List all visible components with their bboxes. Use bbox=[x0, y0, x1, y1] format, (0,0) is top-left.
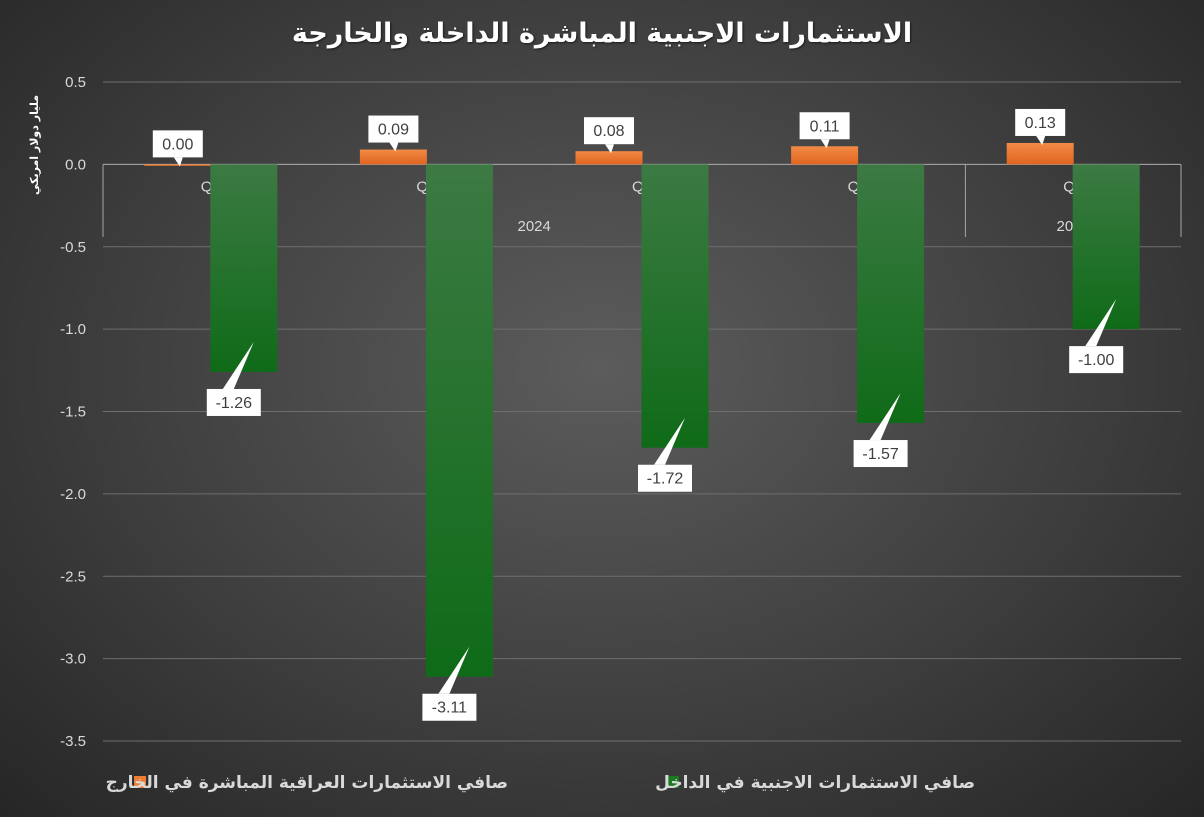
legend: صافي الاستثمارات العراقية المباشرة في ال… bbox=[106, 773, 975, 793]
data-label-box bbox=[799, 112, 850, 140]
data-label-box bbox=[584, 117, 634, 145]
data-label-pointer bbox=[222, 341, 254, 389]
legend-swatch bbox=[134, 776, 146, 788]
data-label: -3.11 bbox=[432, 700, 467, 717]
y-tick-label: -1.0 bbox=[60, 321, 86, 338]
y-tick-label: -0.5 bbox=[60, 239, 86, 256]
inward-investment-bar bbox=[857, 164, 925, 424]
data-label-box bbox=[638, 464, 692, 492]
y-axis-label: مليار دولار امريكي bbox=[28, 95, 41, 195]
data-label-pointer bbox=[605, 144, 614, 154]
data-label-pointer bbox=[173, 157, 183, 167]
data-label-box bbox=[368, 115, 419, 143]
y-tick-label: -3.5 bbox=[60, 733, 86, 750]
y-tick-label: -2.5 bbox=[60, 568, 86, 585]
inward-investment-bar bbox=[641, 164, 709, 448]
chart-title: الاستثمارات الاجنبية المباشرة الداخلة وا… bbox=[292, 18, 912, 49]
outward-investment-bar bbox=[359, 149, 427, 165]
data-label: -1.00 bbox=[1078, 352, 1115, 369]
outward-investment-bar bbox=[144, 164, 212, 166]
data-label: 0.00 bbox=[162, 136, 193, 153]
data-label-box bbox=[853, 440, 908, 468]
data-label-pointer bbox=[1036, 135, 1046, 145]
data-label-box bbox=[1015, 108, 1066, 136]
inward-investment-bar bbox=[425, 164, 493, 677]
data-label-box bbox=[152, 130, 203, 158]
data-label-pointer bbox=[654, 417, 685, 465]
legend-label: صافي الاستثمارات العراقية المباشرة في ال… bbox=[106, 773, 508, 793]
year-group-label: 2024 bbox=[518, 218, 551, 235]
data-label-pointer bbox=[869, 393, 901, 441]
inward-investment-bar bbox=[1072, 164, 1140, 330]
data-label-pointer bbox=[820, 139, 830, 149]
data-label-pointer bbox=[389, 142, 399, 152]
data-label-box bbox=[422, 693, 477, 721]
data-label: 0.08 bbox=[593, 123, 624, 140]
data-label: 0.13 bbox=[1025, 115, 1056, 132]
y-axis-ticks: 0.5 0.0 -0.5 -1.0 -1.5 -2.0 -2.5 -3.0 -3.5 bbox=[60, 74, 86, 750]
legend-label: صافي الاستثمارات الاجنبية في الداخل bbox=[655, 773, 975, 793]
y-tick-label: 0.0 bbox=[65, 156, 86, 173]
data-label-box bbox=[1069, 346, 1124, 374]
data-label: -1.26 bbox=[216, 395, 253, 412]
outward-investment-bar bbox=[575, 151, 643, 165]
outward-investment-bar bbox=[1006, 142, 1074, 165]
data-label-box bbox=[206, 388, 261, 416]
outward-investment-bar bbox=[791, 146, 859, 165]
data-label: 0.11 bbox=[810, 118, 840, 135]
y-tick-label: -2.0 bbox=[60, 486, 86, 503]
data-label: 0.09 bbox=[378, 122, 409, 139]
data-label-pointer bbox=[438, 646, 470, 694]
data-label: -1.57 bbox=[862, 446, 899, 463]
data-labels: 0.00 0.09 0.08 0.11 0.13 -1.26 -3.11 -1.72 -1.57… bbox=[152, 108, 1124, 721]
legend-swatch bbox=[667, 776, 679, 788]
data-label: -1.72 bbox=[647, 471, 684, 488]
bars bbox=[144, 142, 1140, 677]
y-tick-label: -1.5 bbox=[60, 404, 86, 421]
data-label-pointer bbox=[1085, 299, 1117, 347]
y-tick-label: -3.0 bbox=[60, 651, 86, 668]
inward-investment-bar bbox=[210, 164, 278, 372]
y-tick-label: 0.5 bbox=[65, 74, 86, 91]
